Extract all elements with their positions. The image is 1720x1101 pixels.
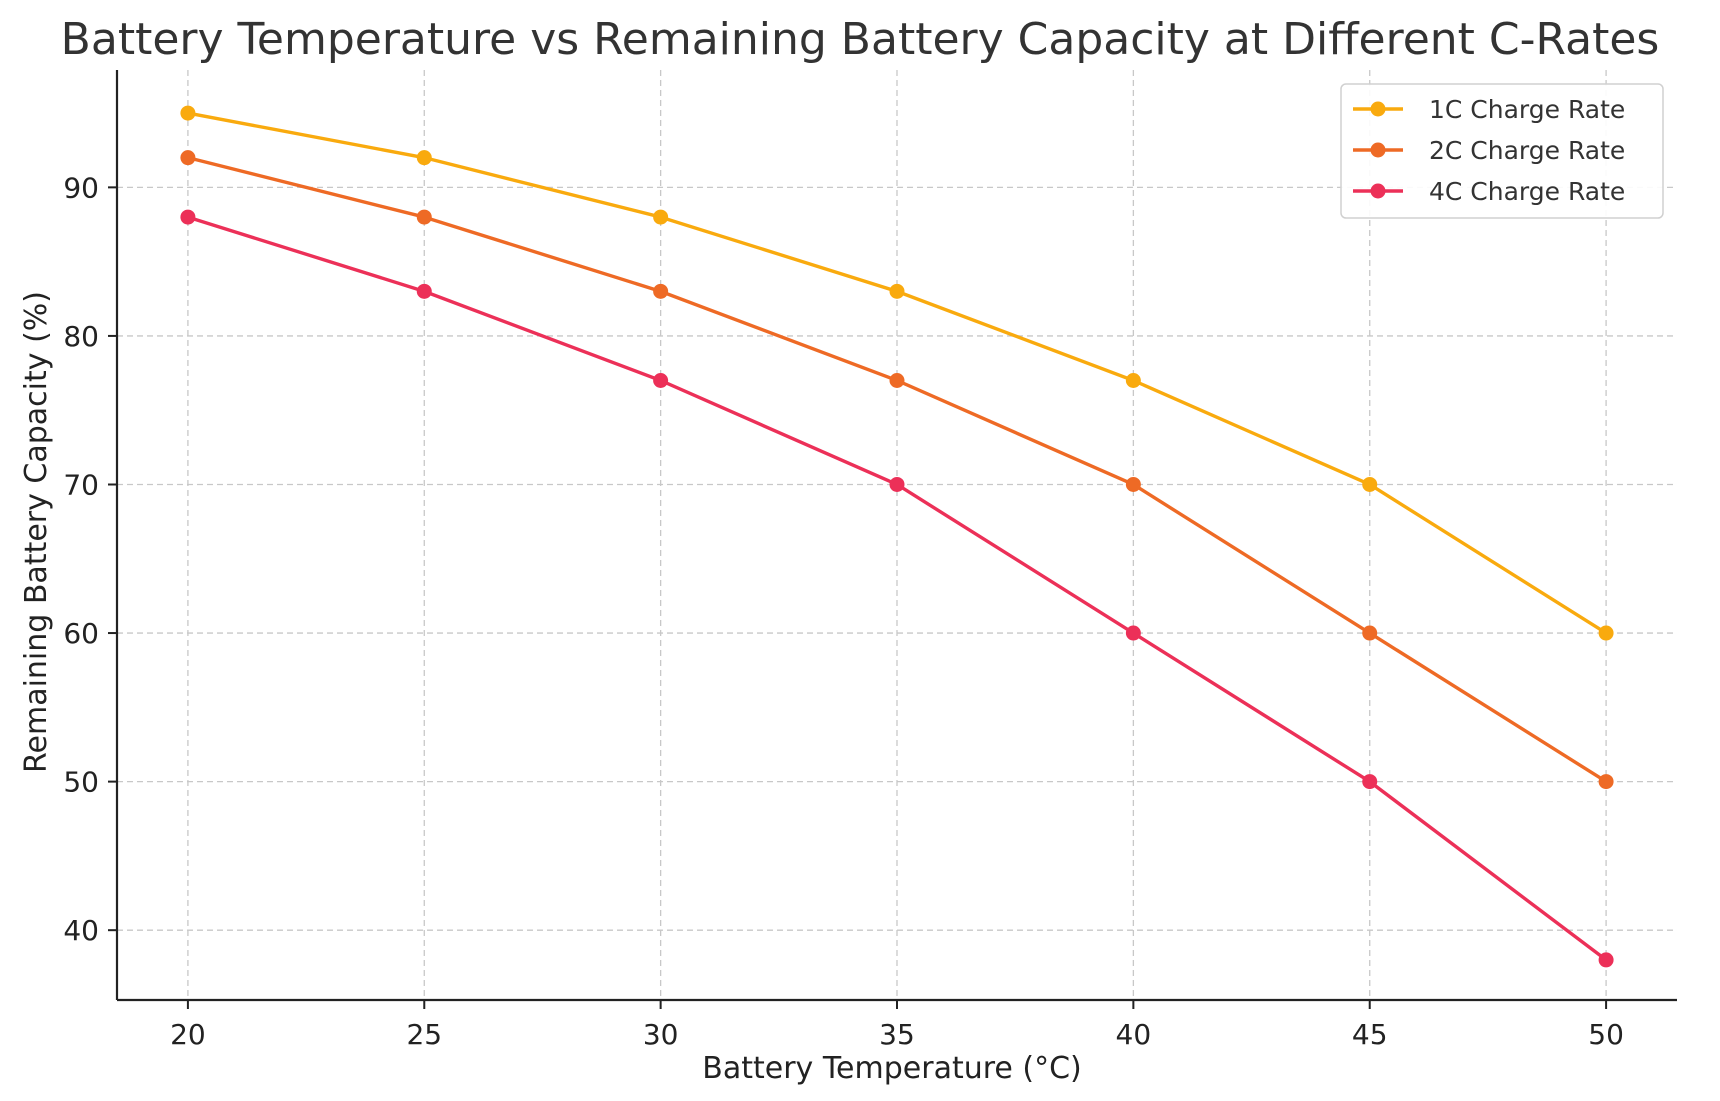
y-ticks: 40 50 60 70 80 90 [63,171,117,947]
data-point [653,372,669,388]
y-tick-label: 50 [63,766,99,799]
y-axis-label: Remaining Battery Capacity (%) [19,291,54,773]
x-tick-label: 50 [1588,1018,1624,1051]
data-point [653,209,669,225]
legend-swatch-marker [1370,142,1386,158]
y-tick-label: 70 [63,468,99,501]
x-tick-label: 45 [1352,1018,1388,1051]
data-point [180,209,196,225]
series-line [187,215,1608,962]
data-point [1125,476,1141,492]
y-tick-label: 80 [63,320,99,353]
legend: 1C Charge Rate 2C Charge Rate 4C Charge Ra… [1340,83,1664,219]
legend-item: 4C Charge Rate [1353,177,1625,206]
data-point [1362,476,1378,492]
data-point [653,283,669,299]
series-lines [180,105,1614,968]
x-ticks: 20 25 30 35 40 45 50 [170,1000,1624,1051]
data-point [1362,625,1378,641]
data-point [180,105,196,121]
data-point [416,209,432,225]
series-3 [180,209,1614,968]
legend-swatch-marker [1370,183,1386,199]
x-axis-label: Battery Temperature (°C) [702,1051,1082,1086]
data-point [1125,625,1141,641]
data-point [1362,774,1378,790]
data-point [416,150,432,166]
legend-swatch-marker [1370,101,1386,117]
data-point [1598,625,1614,641]
legend-label: 1C Charge Rate [1429,95,1625,124]
series-1 [180,105,1614,641]
legend-label: 4C Charge Rate [1429,177,1625,206]
data-point [1598,952,1614,968]
legend-box [1340,83,1664,219]
x-tick-label: 40 [1116,1018,1152,1051]
data-point [889,476,905,492]
chart-title: Battery Temperature vs Remaining Battery… [61,14,1660,65]
y-tick-label: 90 [63,171,99,204]
series-2 [180,150,1614,790]
data-point [1598,774,1614,790]
legend-item: 1C Charge Rate [1353,95,1625,124]
x-tick-label: 30 [643,1018,679,1051]
data-point [889,372,905,388]
data-point [416,283,432,299]
legend-item: 2C Charge Rate [1353,136,1625,165]
data-point [889,283,905,299]
y-tick-label: 60 [63,617,99,650]
x-tick-label: 35 [879,1018,915,1051]
data-point [1125,372,1141,388]
data-point [180,150,196,166]
x-tick-label: 25 [406,1018,442,1051]
x-tick-label: 20 [170,1018,206,1051]
y-tick-label: 40 [63,914,99,947]
legend-label: 2C Charge Rate [1429,136,1625,165]
